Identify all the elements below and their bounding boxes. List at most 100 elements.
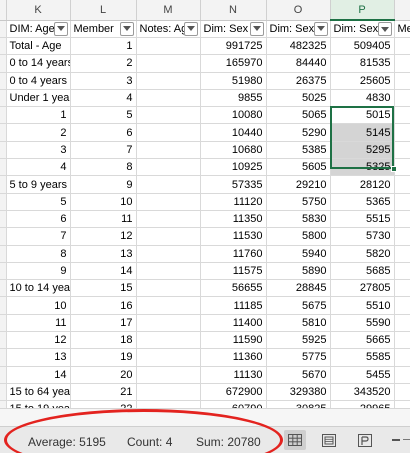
- header-cell-o[interactable]: Dim: Sex: [266, 20, 331, 38]
- cell-l[interactable]: 8: [70, 158, 137, 177]
- cell-n[interactable]: 57335: [200, 175, 267, 194]
- cell-o[interactable]: 5385: [266, 141, 331, 160]
- row-header[interactable]: [0, 245, 7, 263]
- cell-k[interactable]: 3: [6, 141, 71, 160]
- cell-q[interactable]: [394, 37, 410, 56]
- cell-q[interactable]: [394, 331, 410, 350]
- cell-p[interactable]: 27805: [330, 279, 395, 298]
- cell-n[interactable]: 10440: [200, 123, 267, 142]
- cell-m[interactable]: [136, 296, 201, 315]
- cell-q[interactable]: [394, 296, 410, 315]
- cell-m[interactable]: [136, 89, 201, 108]
- cell-m[interactable]: [136, 279, 201, 298]
- cell-l[interactable]: 15: [70, 279, 137, 298]
- cell-n[interactable]: 11350: [200, 210, 267, 229]
- column-header-m[interactable]: M: [136, 0, 201, 21]
- column-header-p[interactable]: P: [330, 0, 395, 21]
- cell-o[interactable]: 26375: [266, 72, 331, 90]
- cell-o[interactable]: 482325: [266, 37, 331, 56]
- cell-l[interactable]: 20: [70, 366, 137, 384]
- cell-k[interactable]: 13: [6, 348, 71, 367]
- cell-k[interactable]: 6: [6, 210, 71, 229]
- cell-o[interactable]: 28845: [266, 279, 331, 298]
- cell-k[interactable]: Under 1 year: [6, 89, 71, 108]
- row-header[interactable]: [0, 141, 7, 160]
- cell-k[interactable]: 1: [6, 106, 71, 125]
- cell-o[interactable]: 84440: [266, 54, 331, 73]
- cell-p[interactable]: 5730: [330, 227, 395, 246]
- row-header[interactable]: [0, 54, 7, 73]
- cell-p[interactable]: 5515: [330, 210, 395, 229]
- page-layout-button[interactable]: [318, 430, 340, 450]
- cell-m[interactable]: [136, 366, 201, 384]
- cell-k[interactable]: 15 to 19 year: [6, 400, 71, 408]
- cell-p[interactable]: 5455: [330, 366, 395, 384]
- cell-m[interactable]: [136, 123, 201, 142]
- cell-k[interactable]: 12: [6, 331, 71, 350]
- cell-o[interactable]: 5810: [266, 314, 331, 333]
- cell-k[interactable]: 0 to 14 years: [6, 54, 71, 73]
- cell-n[interactable]: 11130: [200, 366, 267, 384]
- row-header[interactable]: [0, 123, 7, 142]
- cell-o[interactable]: 5830: [266, 210, 331, 229]
- column-header-o[interactable]: O: [266, 0, 331, 21]
- cell-k[interactable]: 5 to 9 years: [6, 175, 71, 194]
- cell-o[interactable]: 5925: [266, 331, 331, 350]
- column-header-q[interactable]: [394, 0, 410, 21]
- cell-o[interactable]: 5775: [266, 348, 331, 367]
- cell-l[interactable]: 12: [70, 227, 137, 246]
- cell-p[interactable]: 28120: [330, 175, 395, 194]
- cell-q[interactable]: [394, 141, 410, 160]
- cell-m[interactable]: [136, 210, 201, 229]
- header-cell-n[interactable]: Dim: Sex: [200, 20, 267, 38]
- cell-o[interactable]: 329380: [266, 383, 331, 402]
- cell-l[interactable]: 22: [70, 400, 137, 408]
- cell-q[interactable]: [394, 227, 410, 246]
- cell-l[interactable]: 17: [70, 314, 137, 333]
- cell-p[interactable]: 25605: [330, 72, 395, 90]
- cell-q[interactable]: [394, 245, 410, 263]
- cell-l[interactable]: 21: [70, 383, 137, 402]
- row-header[interactable]: [0, 262, 7, 281]
- cell-m[interactable]: [136, 314, 201, 333]
- row-header[interactable]: [0, 400, 7, 408]
- cell-m[interactable]: [136, 158, 201, 177]
- cell-q[interactable]: [394, 106, 410, 125]
- cell-l[interactable]: 4: [70, 89, 137, 108]
- cell-n[interactable]: 11530: [200, 227, 267, 246]
- cell-o[interactable]: 5675: [266, 296, 331, 315]
- cell-q[interactable]: [394, 262, 410, 281]
- cell-n[interactable]: 11120: [200, 193, 267, 211]
- cell-p[interactable]: 81535: [330, 54, 395, 73]
- cell-m[interactable]: [136, 72, 201, 90]
- cell-m[interactable]: [136, 262, 201, 281]
- cell-o[interactable]: 5890: [266, 262, 331, 281]
- cell-l[interactable]: 5: [70, 106, 137, 125]
- cell-q[interactable]: [394, 89, 410, 108]
- cell-q[interactable]: [394, 279, 410, 298]
- zoom-out-button[interactable]: [392, 439, 400, 441]
- row-header[interactable]: [0, 331, 7, 350]
- cell-l[interactable]: 13: [70, 245, 137, 263]
- row-header[interactable]: [0, 279, 7, 298]
- cell-p[interactable]: 5510: [330, 296, 395, 315]
- cell-o[interactable]: 5065: [266, 106, 331, 125]
- row-header[interactable]: [0, 193, 7, 211]
- cell-m[interactable]: [136, 141, 201, 160]
- row-header[interactable]: [0, 314, 7, 333]
- row-header[interactable]: [0, 383, 7, 402]
- cell-o[interactable]: 30825: [266, 400, 331, 408]
- cell-k[interactable]: 5: [6, 193, 71, 211]
- cell-o[interactable]: 5290: [266, 123, 331, 142]
- cell-n[interactable]: 11185: [200, 296, 267, 315]
- cell-p[interactable]: 5665: [330, 331, 395, 350]
- row-header[interactable]: [0, 296, 7, 315]
- cell-m[interactable]: [136, 348, 201, 367]
- column-header-l[interactable]: L: [70, 0, 137, 21]
- cell-q[interactable]: [394, 314, 410, 333]
- cell-k[interactable]: 15 to 64 year: [6, 383, 71, 402]
- header-cell-q[interactable]: Me: [394, 20, 410, 38]
- header-cell-m[interactable]: Notes: Ag: [136, 20, 201, 38]
- cell-m[interactable]: [136, 227, 201, 246]
- row-header[interactable]: [0, 175, 7, 194]
